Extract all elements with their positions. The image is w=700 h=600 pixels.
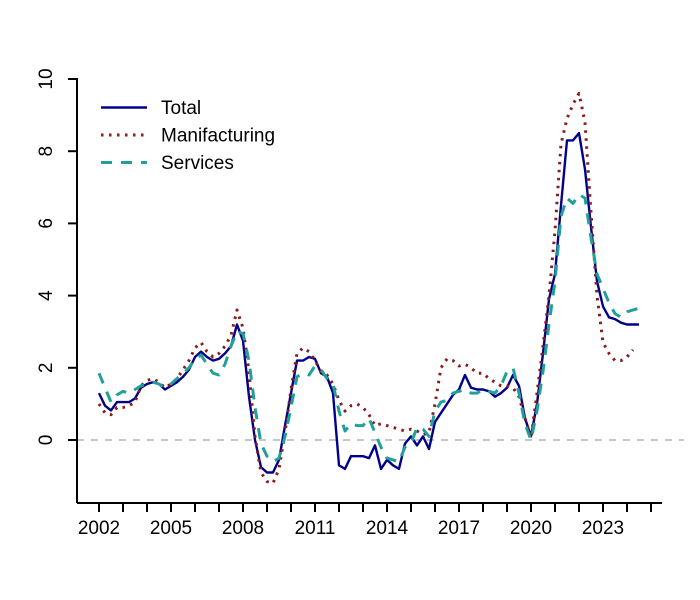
x-tick-label: 2005: [150, 518, 192, 539]
series-lines-group: [97, 91, 640, 485]
x-tick-label: 2011: [295, 518, 336, 539]
x-tick-label: 2002: [78, 518, 120, 539]
legend-label-services: Services: [161, 153, 234, 174]
y-tick-label: 2: [36, 363, 57, 374]
x-tick-label: 2017: [438, 518, 480, 539]
y-tick-label: 10: [36, 68, 57, 89]
series-line-manifacturing: [97, 91, 635, 485]
y-tick-label: 6: [36, 218, 57, 229]
x-tick-label: 2023: [582, 518, 624, 539]
legend: Total Manifacturing Services: [101, 98, 275, 174]
legend-label-manifacturing: Manifacturing: [161, 126, 275, 147]
y-tick-label: 0: [36, 435, 57, 446]
legend-label-total: Total: [161, 98, 201, 119]
x-tick-label: 2020: [510, 518, 552, 539]
y-tick-label: 8: [36, 146, 57, 157]
legend-item-services: Services: [101, 153, 234, 174]
legend-item-total: Total: [101, 98, 201, 119]
y-tick-label: 4: [36, 290, 57, 301]
series-line-services: [97, 193, 640, 464]
tick-labels-group: 2002 2005 2008 2011 2014 2017 2020 2023 0 2 4 6 8 10: [36, 68, 624, 539]
axes-group: [68, 78, 662, 512]
legend-item-manifacturing: Manifacturing: [101, 126, 275, 147]
x-tick-label: 2008: [222, 518, 264, 539]
x-tick-label: 2014: [366, 518, 409, 539]
